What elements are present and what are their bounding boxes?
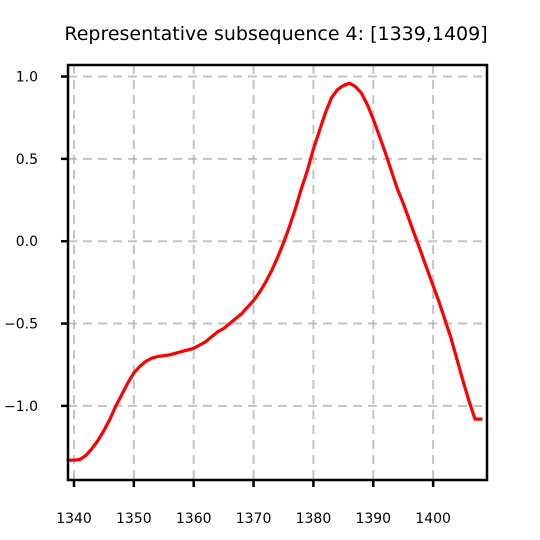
axis-ticks: 1340 1350 1360 1370 1380 1390 1400 1.0 0.5 0.0 −0.… — [4, 70, 451, 527]
series-layer — [66, 81, 483, 462]
y-tick-label: 1.0 — [16, 70, 38, 86]
x-tick-label: 1370 — [236, 511, 272, 527]
series-line — [66, 81, 483, 462]
x-tick-label: 1400 — [415, 511, 451, 527]
x-tick-label: 1350 — [116, 511, 152, 527]
chart-title: Representative subsequence 4: [1339,1409… — [64, 23, 487, 45]
plot-frame — [66, 63, 489, 482]
y-tick-label: 0.5 — [16, 152, 38, 168]
grid — [68, 65, 487, 480]
y-tick-label: −0.5 — [4, 317, 38, 333]
x-tick-label: 1360 — [176, 511, 212, 527]
x-tick-label: 1340 — [56, 511, 92, 527]
x-tick-label: 1380 — [296, 511, 332, 527]
x-tick-label: 1390 — [355, 511, 391, 527]
y-tick-label: 0.0 — [16, 234, 38, 250]
y-tick-label: −1.0 — [4, 399, 38, 415]
